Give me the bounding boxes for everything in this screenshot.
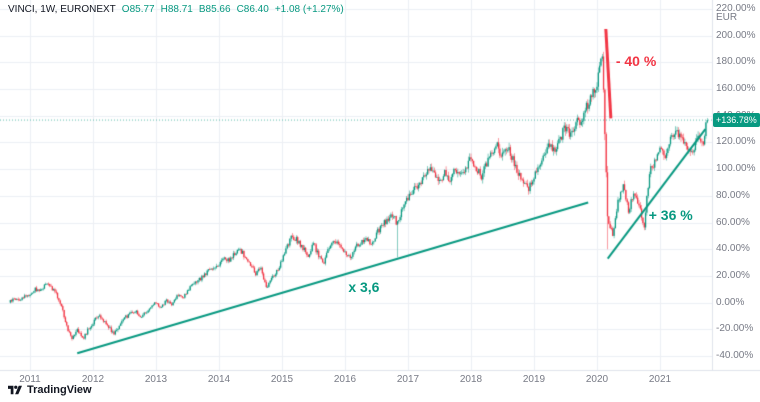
x-tick-label: 2014 <box>207 374 231 385</box>
y-tick-label: 60.00% <box>716 216 750 228</box>
y-tick-label: 200.00% <box>716 29 756 41</box>
x-tick-label: 2016 <box>333 374 357 385</box>
annotation-rebound[interactable]: + 36 % <box>648 206 693 223</box>
tradingview-logo-text: TradingView <box>27 384 92 396</box>
tradingview-logo-icon <box>8 385 22 395</box>
x-tick-label: 2018 <box>459 374 483 385</box>
x-tick-label: 2015 <box>270 374 294 385</box>
tradingview-logo[interactable]: TradingView <box>8 384 92 396</box>
annotation-multiple[interactable]: x 3,6 <box>348 278 380 295</box>
y-tick-label: 20.00% <box>716 269 750 281</box>
legend-open-value: O85.77 <box>121 4 155 15</box>
y-tick-label: 0.00% <box>716 296 745 308</box>
y-tick-label: 100.00% <box>716 163 756 175</box>
x-tick-label: 2012 <box>81 374 105 385</box>
y-tick-label: -20.00% <box>716 323 754 335</box>
x-tick-label: 2011 <box>19 374 41 385</box>
y-tick-label: 220.00% <box>716 3 756 14</box>
y-tick-label: 160.00% <box>716 83 756 95</box>
y-tick-label: 180.00% <box>716 56 756 68</box>
y-tick-label: -40.00% <box>716 350 754 361</box>
legend-low-value: B85.66 <box>198 4 231 15</box>
current-price-label: +136.78% <box>713 113 760 128</box>
legend-change-value: +1.08 (+1.27%) <box>274 4 344 15</box>
x-tick-label: 2019 <box>522 374 546 385</box>
y-tick-label: 120.00% <box>716 136 756 148</box>
legend-high-value: H88.71 <box>160 4 193 15</box>
y-tick-label: 80.00% <box>716 189 750 201</box>
x-tick-label: 2020 <box>585 374 609 385</box>
annotation-crash-drop[interactable]: - 40 % <box>615 53 657 70</box>
x-tick-label: 2017 <box>396 374 420 385</box>
legend-close-value: C86.40 <box>236 4 269 15</box>
symbol-title[interactable]: VINCI, 1W, EURONEXT <box>8 4 116 15</box>
x-tick-label: 2013 <box>144 374 168 385</box>
x-tick-label: 2021 <box>648 374 672 385</box>
currency-label: EUR <box>716 12 738 23</box>
symbol-legend[interactable]: VINCI, 1W, EURONEXT O85.77 H88.71 B85.66… <box>8 4 344 16</box>
y-tick-label: 40.00% <box>716 243 750 255</box>
